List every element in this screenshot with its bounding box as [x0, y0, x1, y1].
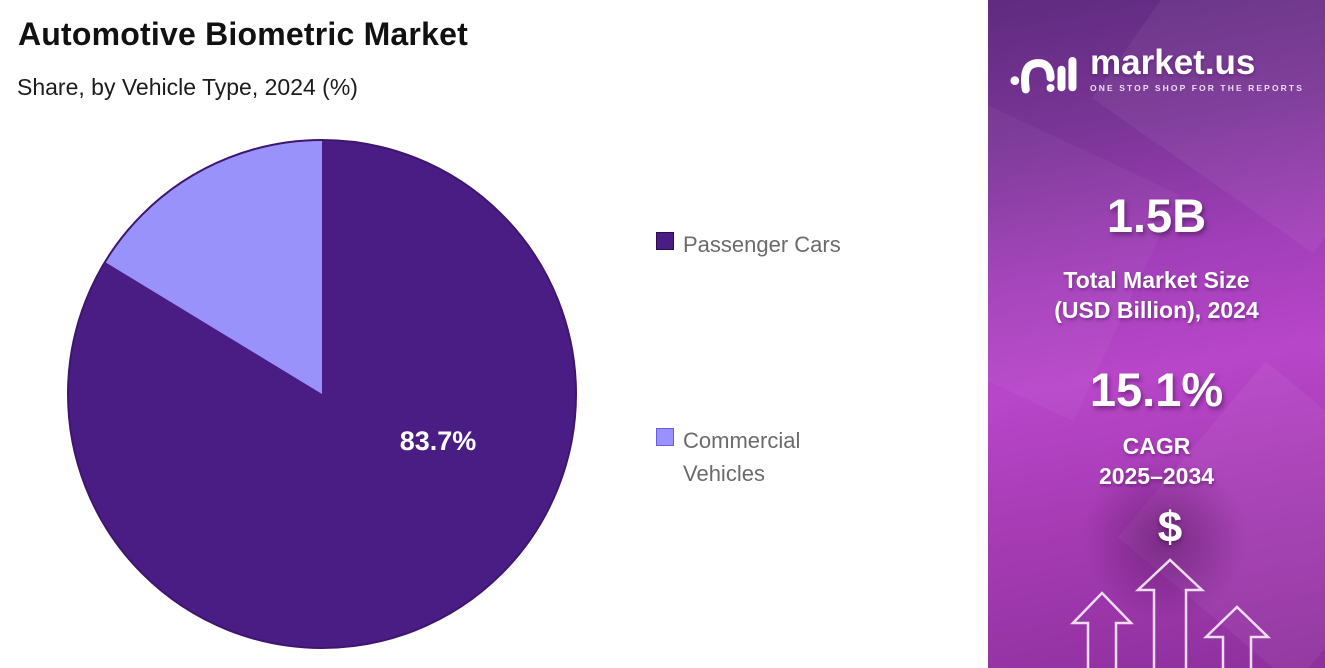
chart-panel: Automotive Biometric Market Share, by Ve… — [17, 16, 858, 649]
dollar-symbol: $ — [1157, 503, 1183, 552]
legend-label-commercial-vehicles: Commercial Vehicles — [683, 428, 801, 486]
legend-item-passenger-cars: Passenger Cars — [656, 228, 841, 261]
pie-slice-commercial-vehicles — [105, 140, 322, 394]
growth-arrows-icon — [1070, 558, 1272, 668]
pie-chart: 83.7% — [67, 139, 577, 649]
legend-swatch-passenger-cars — [656, 232, 674, 250]
brand-text: market.us ONE STOP SHOP FOR THE REPORTS — [1090, 43, 1304, 94]
legend-item-commercial-vehicles: Commercial Vehicles — [656, 424, 858, 490]
cagr-label: CAGR 2025–2034 — [988, 431, 1325, 491]
brand-sidebar: market.us ONE STOP SHOP FOR THE REPORTS … — [988, 0, 1325, 668]
cagr-stat: 15.1% CAGR 2025–2034 — [988, 362, 1325, 491]
chart-subtitle: Share, by Vehicle Type, 2024 (%) — [17, 74, 358, 100]
pie-data-label: 83.7% — [400, 426, 477, 456]
growth-arrow-left — [1070, 591, 1134, 668]
brand-logo: market.us ONE STOP SHOP FOR THE REPORTS — [988, 44, 1325, 94]
pie-outline — [67, 139, 577, 649]
market-size-value: 1.5B — [1106, 189, 1207, 242]
cagr-label-line1: CAGR — [1122, 433, 1191, 459]
brand-tagline: ONE STOP SHOP FOR THE REPORTS — [1090, 83, 1304, 93]
market-size-label: Total Market Size (USD Billion), 2024 — [988, 265, 1325, 325]
market-size-label-line2: (USD Billion), 2024 — [1054, 297, 1259, 323]
legend-label-passenger-cars: Passenger Cars — [683, 232, 841, 257]
marketus-logo-icon — [1010, 56, 1077, 94]
growth-arrow-middle — [1134, 558, 1206, 668]
brand-name: market.us — [1090, 43, 1256, 82]
decor-blob — [1080, 458, 1250, 618]
growth-arrow-right — [1202, 605, 1272, 668]
market-size-label-line1: Total Market Size — [1063, 267, 1250, 293]
chart-title: Automotive Biometric Market — [18, 16, 468, 52]
cagr-label-line2: 2025–2034 — [1098, 463, 1215, 489]
market-size-stat: 1.5B Total Market Size (USD Billion), 20… — [988, 188, 1325, 325]
legend-swatch-commercial-vehicles — [656, 428, 674, 446]
cagr-value: 15.1% — [1089, 363, 1224, 416]
